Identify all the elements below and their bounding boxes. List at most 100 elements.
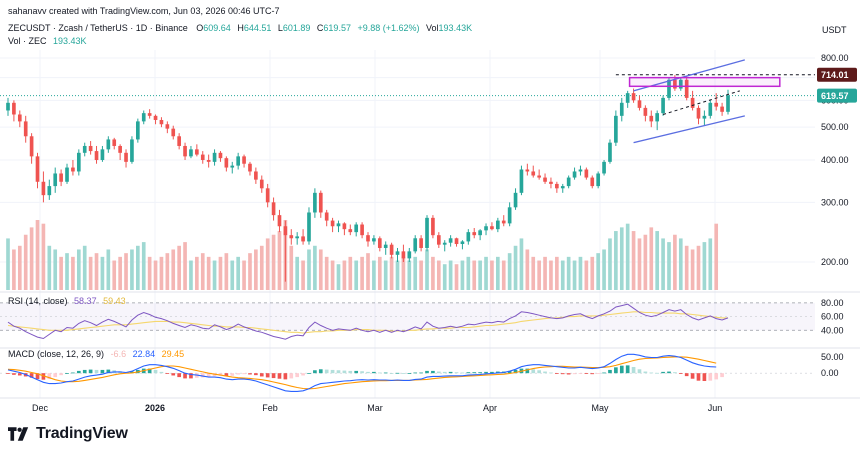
candle-body (360, 224, 364, 236)
candle-body (684, 79, 689, 98)
volume-bar (560, 260, 565, 290)
candle-body (401, 251, 406, 259)
volume-bar (389, 256, 394, 290)
candle-body (631, 93, 636, 101)
macd-histogram-bar (189, 373, 193, 379)
rsi-pane[interactable] (0, 302, 815, 340)
volume-bar (23, 234, 28, 290)
macd-histogram-bar (537, 370, 541, 374)
candle-body (578, 169, 583, 172)
macd-histogram-bar (100, 369, 105, 374)
macd-histogram-bar (425, 370, 429, 374)
macd-histogram-bar (94, 369, 99, 374)
volume-bar (696, 245, 701, 290)
volume-bar (330, 260, 335, 290)
volume-bar (413, 256, 418, 290)
candle-body (714, 102, 719, 107)
tradingview-logo[interactable]: TradingView (8, 425, 128, 443)
candle-body (76, 152, 81, 172)
vol-zec-legend[interactable]: Vol · ZEC 193.43K (8, 36, 87, 46)
channel-lower-line[interactable] (633, 115, 745, 144)
macd-hist-value: -6.6 (111, 349, 127, 359)
candle-body (478, 230, 482, 236)
candle-body (466, 232, 471, 242)
candle-body (171, 128, 176, 137)
candle-body (289, 235, 294, 239)
macd-histogram-bar (460, 372, 465, 374)
macd-legend[interactable]: MACD (close, 12, 26, 9) -6.6 22.84 29.45 (8, 349, 184, 359)
volume-bar (484, 256, 488, 290)
price-axis[interactable]: 800.00700.00600.00500.00400.00300.00200.… (817, 53, 857, 378)
volume-bar (189, 260, 193, 290)
macd-histogram-bar (147, 368, 152, 374)
candle-body (130, 139, 134, 162)
macd-histogram-bar (395, 372, 400, 374)
rsi-title: RSI (14, close) (8, 296, 68, 306)
macd-histogram-bar (655, 372, 660, 374)
macd-histogram-bar (265, 373, 270, 378)
macd-histogram-bar (472, 372, 477, 374)
candle-body (295, 236, 300, 239)
candle-body (200, 154, 205, 160)
rsi-legend[interactable]: RSI (14, close) 58.37 59.43 (8, 296, 126, 306)
resistance-zone-box[interactable] (628, 76, 781, 88)
candle-body (560, 186, 565, 189)
macd-histogram-bar (348, 370, 353, 374)
macd-histogram-bar (65, 373, 69, 374)
volume-bar (76, 249, 81, 290)
macd-histogram-bar (702, 373, 707, 382)
time-tick-label: May (591, 403, 609, 413)
macd-histogram-bar (614, 367, 618, 374)
volume-bar (667, 242, 671, 290)
channel-mid-line[interactable] (662, 90, 740, 115)
candle-body (614, 115, 618, 143)
rsi-tick-label: 60.00 (821, 312, 844, 322)
volume-bar (29, 227, 34, 290)
volume-bar (708, 238, 713, 290)
tradingview-logo-icon (8, 427, 29, 441)
volume-bar (59, 256, 63, 290)
macd-histogram-bar (295, 373, 300, 378)
candle-body (484, 226, 488, 231)
ohlc-open-value: 609.64 (203, 23, 231, 33)
macd-histogram-bar (555, 373, 559, 374)
symbol-legend[interactable]: ZECUSDT · Zcash / TetherUS · 1D · Binanc… (8, 23, 472, 33)
volume-bar (472, 260, 477, 290)
volume-bar (425, 249, 429, 290)
symbol-title[interactable]: ZECUSDT · Zcash / TetherUS · 1D · Binanc… (8, 23, 188, 33)
volume-bar (543, 256, 547, 290)
candle-body (472, 232, 477, 236)
volume-bar (442, 264, 447, 290)
candle-body (673, 79, 677, 89)
candle-body (436, 235, 441, 245)
volume-bar (82, 245, 87, 290)
time-axis[interactable]: Dec 2026 Feb Mar Apr May Jun (32, 403, 722, 413)
volume-bar (94, 253, 99, 290)
macd-histogram-bar (330, 369, 335, 374)
macd-histogram-bar (513, 369, 518, 374)
rsi-line (7, 303, 729, 340)
volume-bar (448, 260, 453, 290)
candle-body (637, 100, 642, 108)
macd-tick-label: 0.00 (821, 368, 839, 378)
volume-bar (295, 256, 300, 290)
macd-histogram-bar (307, 373, 311, 374)
macd-histogram-bar (448, 371, 453, 374)
macd-histogram-bar (183, 373, 187, 379)
macd-histogram-bar (318, 369, 323, 374)
volume-bar (555, 256, 559, 290)
volume-bar (602, 249, 606, 290)
volume-bar (165, 253, 170, 290)
macd-histogram-bar (596, 373, 600, 374)
macd-pane[interactable] (0, 353, 815, 392)
candle-body (383, 244, 388, 248)
trendlines-layer[interactable] (628, 59, 781, 144)
rsi-value: 58.37 (74, 296, 97, 306)
volume-bar (224, 253, 229, 290)
macd-histogram-bar (442, 371, 447, 374)
rsi-tick-label: 40.00 (821, 325, 844, 335)
candle-body (147, 113, 152, 116)
volume-bar (501, 260, 506, 290)
volume-bar (348, 256, 353, 290)
